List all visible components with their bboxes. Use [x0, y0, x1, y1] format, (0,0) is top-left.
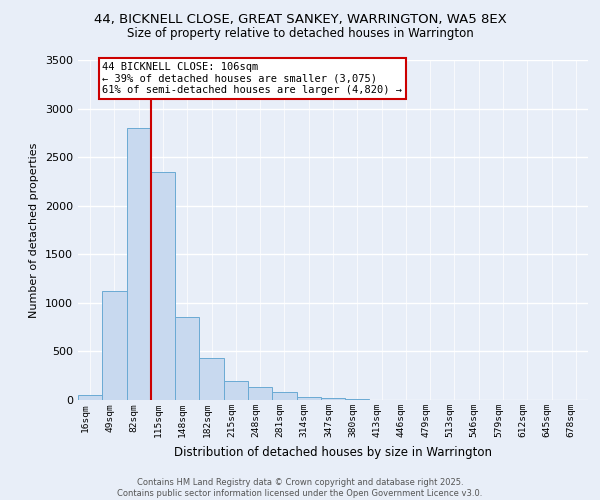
Bar: [199, 358, 224, 400]
Bar: [296, 397, 321, 400]
Bar: [224, 380, 248, 400]
Y-axis label: Number of detached properties: Number of detached properties: [29, 142, 40, 318]
Bar: [321, 398, 345, 400]
Bar: [127, 128, 151, 400]
Text: 44, BICKNELL CLOSE, GREAT SANKEY, WARRINGTON, WA5 8EX: 44, BICKNELL CLOSE, GREAT SANKEY, WARRIN…: [94, 12, 506, 26]
Bar: [78, 395, 102, 400]
Bar: [248, 388, 272, 400]
Bar: [345, 399, 370, 400]
Bar: [272, 392, 296, 400]
Text: 44 BICKNELL CLOSE: 106sqm
← 39% of detached houses are smaller (3,075)
61% of se: 44 BICKNELL CLOSE: 106sqm ← 39% of detac…: [102, 62, 402, 95]
X-axis label: Distribution of detached houses by size in Warrington: Distribution of detached houses by size …: [174, 446, 492, 458]
Text: Contains HM Land Registry data © Crown copyright and database right 2025.
Contai: Contains HM Land Registry data © Crown c…: [118, 478, 482, 498]
Bar: [102, 291, 127, 400]
Bar: [151, 172, 175, 400]
Bar: [175, 318, 199, 400]
Text: Size of property relative to detached houses in Warrington: Size of property relative to detached ho…: [127, 28, 473, 40]
